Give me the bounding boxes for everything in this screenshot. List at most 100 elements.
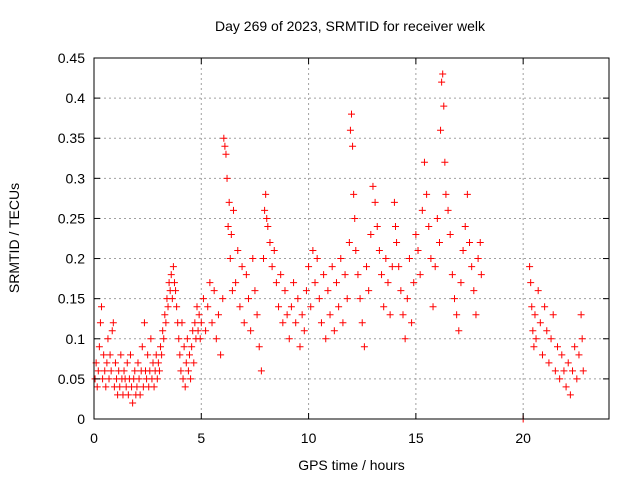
data-point — [315, 295, 323, 303]
data-point — [181, 383, 189, 391]
data-point — [427, 255, 435, 263]
data-point — [418, 206, 426, 214]
data-point — [302, 287, 310, 295]
data-point — [208, 319, 216, 327]
data-point — [363, 263, 371, 271]
data-point — [238, 263, 246, 271]
data-point — [108, 327, 116, 335]
data-point — [420, 158, 428, 166]
data-point — [217, 351, 225, 359]
data-point — [405, 255, 413, 263]
data-point — [528, 303, 536, 311]
data-point — [104, 335, 112, 343]
data-point — [236, 303, 244, 311]
data-point — [410, 279, 418, 287]
data-point — [391, 222, 399, 230]
data-point — [346, 126, 354, 134]
data-point — [476, 239, 484, 247]
data-point — [187, 375, 195, 383]
data-point — [117, 351, 125, 359]
chart-title: Day 269 of 2023, SRMTID for receiver wel… — [215, 18, 485, 34]
data-point — [530, 343, 538, 351]
data-point — [543, 327, 551, 335]
data-point — [227, 230, 235, 238]
data-point — [545, 359, 553, 367]
data-point — [412, 230, 420, 238]
data-point — [339, 319, 347, 327]
data-point — [395, 263, 403, 271]
data-point — [526, 263, 534, 271]
data-point — [437, 126, 445, 134]
data-point — [433, 214, 441, 222]
data-point — [534, 287, 542, 295]
data-point — [414, 247, 422, 255]
data-point — [234, 247, 242, 255]
data-point — [356, 295, 364, 303]
data-point — [194, 327, 202, 335]
data-point — [328, 263, 336, 271]
data-point — [350, 190, 358, 198]
data-point — [161, 311, 169, 319]
data-point — [326, 311, 334, 319]
data-point — [263, 214, 271, 222]
data-point — [96, 319, 104, 327]
data-point — [185, 351, 193, 359]
data-point — [397, 287, 405, 295]
data-point — [380, 303, 388, 311]
data-point — [360, 343, 368, 351]
data-point — [348, 110, 355, 118]
data-point — [375, 247, 383, 255]
data-point — [298, 311, 306, 319]
x-axis-label: GPS time / hours — [298, 457, 405, 473]
data-point — [221, 142, 229, 150]
data-point — [126, 351, 134, 359]
data-point — [554, 343, 561, 351]
data-point — [257, 367, 265, 375]
data-point — [573, 375, 581, 383]
data-point — [95, 343, 103, 351]
data-point — [448, 271, 456, 279]
data-point — [569, 367, 577, 375]
data-point — [155, 367, 163, 375]
data-point — [253, 311, 261, 319]
data-point — [441, 158, 449, 166]
data-point — [529, 327, 537, 335]
data-point — [332, 279, 340, 287]
data-point — [147, 335, 155, 343]
data-point — [435, 239, 443, 247]
data-point — [277, 271, 285, 279]
data-point — [335, 303, 343, 311]
data-point — [124, 391, 132, 399]
data-point — [111, 359, 119, 367]
data-point — [196, 335, 204, 343]
data-point — [102, 383, 110, 391]
data-points — [91, 70, 587, 423]
y-tick-label: 0.15 — [58, 291, 85, 307]
data-point — [168, 295, 176, 303]
data-point — [470, 287, 478, 295]
data-point — [438, 78, 446, 86]
data-point — [160, 335, 168, 343]
data-point — [275, 303, 283, 311]
data-point — [188, 343, 196, 351]
data-point — [251, 287, 259, 295]
data-point — [101, 367, 109, 375]
data-point — [369, 182, 377, 190]
data-point — [330, 327, 338, 335]
data-point — [459, 247, 467, 255]
data-point — [177, 367, 185, 375]
data-point — [439, 70, 447, 78]
data-point — [245, 295, 252, 303]
y-tick-label: 0.25 — [58, 210, 85, 226]
data-point — [144, 351, 152, 359]
data-point — [549, 311, 557, 319]
data-point — [98, 303, 106, 311]
data-point — [287, 303, 295, 311]
data-point — [249, 255, 257, 263]
x-tick-label: 20 — [515, 430, 531, 446]
data-point — [106, 351, 114, 359]
data-point — [179, 375, 187, 383]
data-point — [403, 295, 411, 303]
data-point — [578, 335, 586, 343]
